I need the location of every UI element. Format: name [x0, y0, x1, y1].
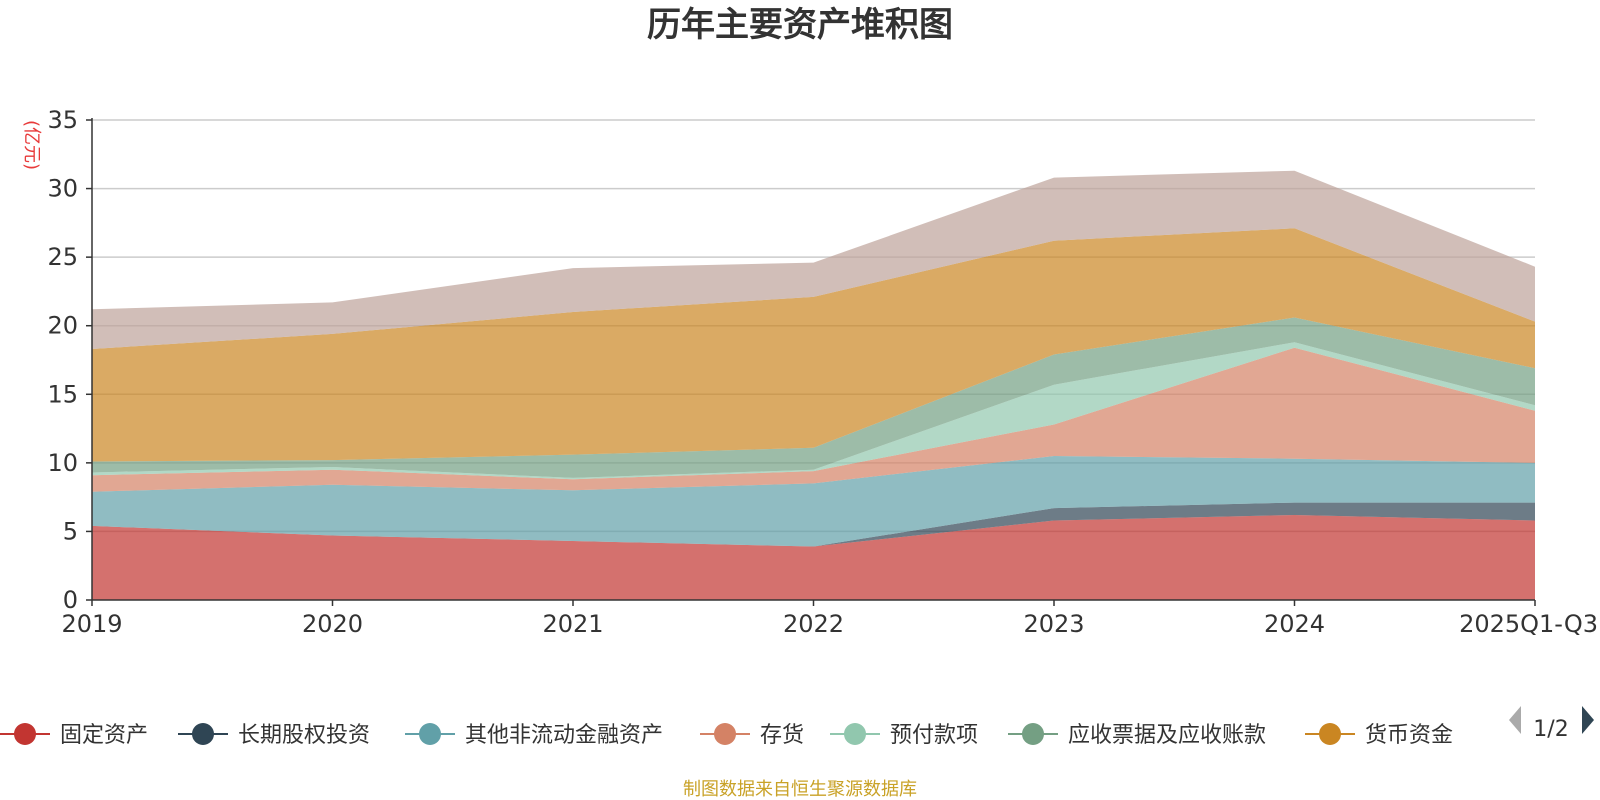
y-tick-label: 5	[63, 517, 78, 545]
y-tick-label: 10	[47, 449, 78, 477]
x-tick-label: 2024	[1264, 610, 1325, 638]
area-应收票据及应收账款[interactable]	[92, 317, 1535, 478]
legend-label: 存货	[760, 723, 804, 748]
legend-item[interactable]: 固定资产	[0, 723, 148, 748]
legend-item[interactable]: 应收票据及应收账款	[1008, 723, 1266, 748]
legend-label: 预付款项	[890, 723, 978, 748]
legend-item[interactable]: 存货	[700, 723, 804, 748]
legend-marker-icon	[419, 723, 441, 745]
area-其他非流动金融资产[interactable]	[92, 456, 1535, 547]
legend-marker-icon	[14, 723, 36, 745]
area-layer	[92, 170, 1535, 600]
x-tick-label: 2025Q1-Q3	[1459, 610, 1598, 638]
chart-title: 历年主要资产堆积图	[647, 5, 953, 45]
legend-item[interactable]: 长期股权投资	[178, 723, 370, 748]
data-source-note: 制图数据来自恒生聚源数据库	[683, 779, 917, 800]
legend-pager: 1/2	[1509, 706, 1594, 742]
legend-prev-icon[interactable]	[1509, 706, 1521, 734]
area-固定资产[interactable]	[92, 515, 1535, 600]
y-tick-label: 20	[47, 312, 78, 340]
legend-label: 固定资产	[60, 723, 148, 748]
legend-marker-icon	[192, 723, 214, 745]
legend-next-icon[interactable]	[1582, 706, 1594, 734]
y-tick-label: 35	[47, 106, 78, 134]
area-货币资金[interactable]	[92, 228, 1535, 462]
legend-label: 长期股权投资	[238, 723, 370, 748]
area-其他[interactable]	[92, 170, 1535, 349]
legend-marker-icon	[844, 723, 866, 745]
area-存货[interactable]	[92, 347, 1535, 492]
legend-marker-icon	[1022, 723, 1044, 745]
x-tick-label: 2020	[302, 610, 363, 638]
legend-label: 其他非流动金融资产	[465, 723, 663, 748]
y-tick-label: 25	[47, 243, 78, 271]
legend-item[interactable]: 货币资金	[1305, 723, 1453, 748]
x-tick-label: 2021	[542, 610, 603, 638]
legend-item[interactable]: 预付款项	[830, 723, 978, 748]
y-axis-unit: (亿元)	[21, 120, 42, 170]
legend: 固定资产 长期股权投资 其他非流动金融资产 存货 预付款项 应收票据及应收账款 货币资金	[0, 723, 1453, 748]
area-预付款项[interactable]	[92, 342, 1535, 480]
y-tick-label: 30	[47, 175, 78, 203]
x-tick-label: 2023	[1023, 610, 1084, 638]
legend-page-indicator: 1/2	[1533, 717, 1568, 742]
axis-layer: 0 5 10 15 20 25 30 35 2019 2020 2021 2022 2023 2024 20…	[47, 106, 1598, 638]
y-tick-label: 15	[47, 380, 78, 408]
area-长期股权投资[interactable]	[92, 502, 1535, 547]
legend-marker-icon	[1319, 723, 1341, 745]
legend-label: 货币资金	[1365, 723, 1453, 748]
y-tick-label: 0	[63, 586, 78, 614]
x-tick-label: 2019	[61, 610, 122, 638]
x-tick-label: 2022	[783, 610, 844, 638]
legend-label: 应收票据及应收账款	[1068, 723, 1266, 748]
legend-marker-icon	[714, 723, 736, 745]
legend-item[interactable]: 其他非流动金融资产	[405, 723, 663, 748]
